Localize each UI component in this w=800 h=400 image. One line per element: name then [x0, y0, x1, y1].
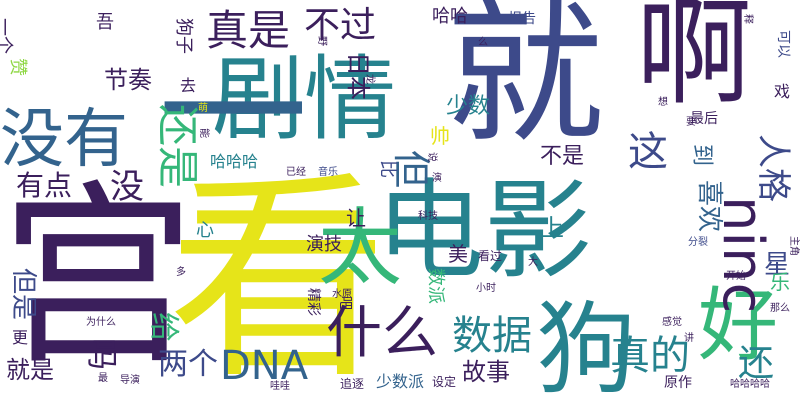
word-jiang: 讲: [684, 333, 694, 344]
word-hahaha: 哈哈哈: [210, 152, 259, 171]
word-le: 乐: [770, 270, 790, 294]
word-gou: 狗: [536, 291, 636, 400]
word-ganjue: 感觉: [662, 317, 682, 328]
word-xiaoshi: 小时: [476, 283, 496, 294]
word-shuiyuan: 水原: [332, 289, 352, 300]
word-juqing: 剧情: [212, 46, 397, 153]
word-xing: 星: [764, 250, 791, 280]
word-gushi: 故事: [462, 358, 510, 386]
word-mei: 没: [110, 167, 144, 207]
word-wawa: 哇哇: [270, 381, 290, 392]
word-ye: 野: [316, 36, 327, 46]
word-a: 啊: [636, 0, 752, 121]
word-da: 大: [528, 257, 538, 268]
word-zui: 最: [98, 373, 108, 384]
word-keji: 科技: [418, 211, 438, 222]
word-zan: 赞: [7, 58, 28, 76]
word-shaoshupai: 少数派: [376, 372, 425, 391]
word-jingcai: 精彩: [305, 288, 321, 316]
word-haha: 哈哈: [432, 6, 468, 27]
word-dna: DNA: [220, 343, 309, 389]
word-zhuizhu: 追逐: [340, 377, 365, 391]
word-hao: 好: [698, 279, 778, 372]
word-long: 龙: [364, 74, 375, 84]
word-kan: 看: [168, 152, 389, 400]
word-bi: 比: [377, 160, 398, 178]
word-dao: 到: [689, 144, 714, 167]
word-xin: 心: [196, 220, 214, 241]
word-hahahaha: 哈哈哈哈: [730, 379, 770, 390]
word-me: 么: [478, 37, 488, 48]
word-baogao: 报告: [508, 11, 536, 27]
word-tai: 太: [318, 199, 403, 297]
word-keyi: 可以: [775, 30, 791, 58]
word-yan: 演: [432, 173, 442, 184]
word-yanji: 演技: [306, 234, 342, 255]
word-meng: 萌: [198, 103, 208, 114]
word-kanguo: 看过: [478, 249, 503, 263]
word-zhe: 这: [628, 129, 668, 175]
word-yijing: 已经: [286, 167, 306, 178]
word-jiu: 就: [446, 0, 604, 165]
word-buguo: 不过: [304, 5, 377, 46]
word-weishenme: 为什么: [86, 317, 116, 328]
word-gei: 给: [146, 312, 181, 342]
word-shupai: 数派: [425, 268, 446, 304]
word-renge: 人格: [753, 134, 793, 202]
word-sheding: 设定: [432, 375, 457, 389]
word-shaoshu: 少数: [446, 94, 491, 119]
word-xi: 戏: [774, 82, 791, 101]
word-neng: 能: [198, 128, 209, 138]
word-qu: 去: [180, 76, 197, 95]
word-daoyan: 导演: [120, 375, 140, 386]
word-ba: 吧: [337, 296, 353, 310]
word-liangge: 两个: [158, 347, 218, 382]
word-name: 那么: [770, 303, 790, 314]
word-danshi: 但是: [8, 268, 38, 321]
word-yi: 一: [158, 28, 309, 202]
word-duo: 多: [176, 267, 186, 278]
word-yinyue: 音乐: [318, 167, 338, 178]
word-zhujue: 主角: [788, 236, 799, 256]
word-yao: 要: [686, 117, 696, 128]
word-wu: 吾: [96, 12, 114, 33]
word-haishi: 还是: [153, 104, 202, 189]
word-bushi: 不是: [540, 144, 585, 169]
word-meiyou: 没有: [0, 103, 128, 177]
word-shang: 上: [540, 214, 564, 242]
word-shuo: 说: [426, 152, 437, 162]
word-zuihou: 最后: [690, 111, 718, 127]
word-gong: 宫: [0, 164, 197, 392]
word-geng: 更: [12, 328, 29, 347]
word-xiang: 想: [658, 97, 668, 108]
word-zhenshi: 真是: [206, 6, 291, 55]
word-fenlie: 分裂: [688, 237, 708, 248]
word-dianying: 电影: [376, 169, 593, 294]
word-shuai: 帅: [430, 124, 450, 148]
word-jiezou: 节奏: [104, 66, 152, 94]
word-huan: 还: [738, 343, 775, 384]
word-gouzi: 狗子: [173, 18, 194, 54]
word-shenme: 什么: [326, 301, 438, 366]
word-rang: 让: [346, 206, 366, 230]
word-yi-ge: 一个: [0, 18, 14, 54]
word-shi: 释: [742, 14, 753, 24]
word-ma: 吗: [83, 338, 121, 371]
word-shuju: 数据: [452, 313, 532, 359]
word-youdian: 有点: [16, 169, 73, 202]
word-zhende: 真的: [610, 333, 690, 379]
word-xihuan: 喜欢: [694, 180, 724, 233]
word-meihao: 美: [448, 242, 468, 266]
word-kaishi: 开始: [726, 271, 746, 282]
word-yuanzuo: 原作: [664, 375, 692, 391]
word-jiushi: 就是: [6, 356, 54, 384]
